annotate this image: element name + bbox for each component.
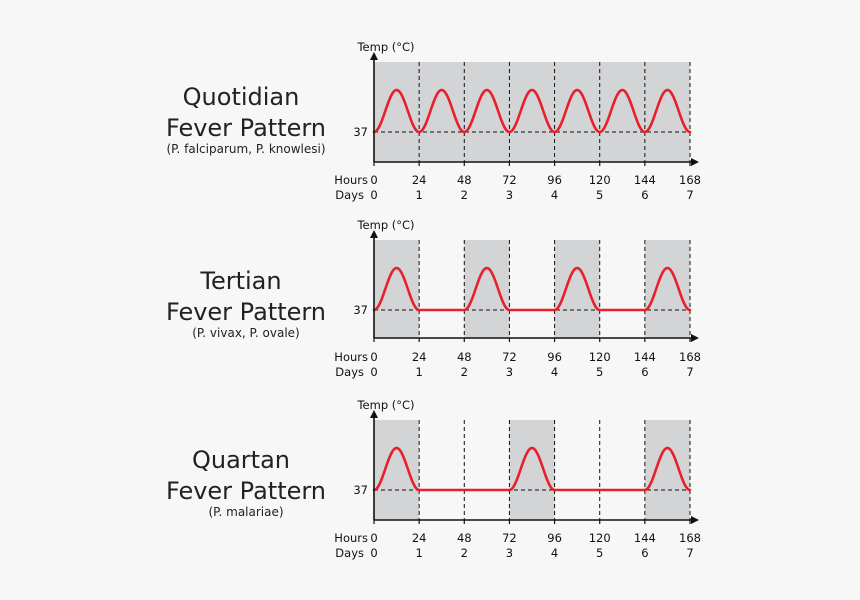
hour-tick-label: 120 — [589, 173, 611, 187]
hour-tick-label: 120 — [589, 350, 611, 364]
hour-tick-label: 96 — [547, 531, 562, 545]
hour-tick-label: 72 — [502, 173, 517, 187]
shaded-interval — [509, 420, 555, 520]
day-tick-label: 6 — [641, 546, 648, 560]
baseline-label: 37 — [353, 125, 368, 139]
hour-tick-label: 0 — [370, 173, 377, 187]
day-tick-label: 0 — [370, 365, 377, 379]
day-tick-label: 5 — [596, 546, 603, 560]
x-axis-arrow — [691, 516, 699, 524]
days-row-label: Days — [335, 546, 364, 560]
hour-tick-label: 0 — [370, 350, 377, 364]
chart-title-line2: Fever Pattern — [166, 114, 326, 142]
hour-tick-label: 72 — [502, 531, 517, 545]
hour-tick-label: 0 — [370, 531, 377, 545]
chart-title: Quartan — [192, 446, 290, 474]
day-tick-label: 1 — [415, 188, 422, 202]
day-tick-label: 3 — [506, 365, 513, 379]
day-tick-label: 5 — [596, 365, 603, 379]
hour-tick-label: 96 — [547, 350, 562, 364]
chart-subtitle: (P. vivax, P. ovale) — [192, 326, 300, 340]
day-tick-label: 3 — [506, 546, 513, 560]
chart-title-line2: Fever Pattern — [166, 477, 326, 505]
y-axis-arrow — [370, 230, 378, 238]
hour-tick-label: 144 — [634, 350, 656, 364]
day-tick-label: 2 — [461, 546, 468, 560]
days-row-label: Days — [335, 365, 364, 379]
fever-curve — [372, 266, 692, 312]
shaded-interval — [464, 240, 510, 338]
day-tick-label: 6 — [641, 365, 648, 379]
day-tick-label: 4 — [551, 365, 558, 379]
hour-tick-label: 24 — [412, 173, 427, 187]
day-tick-label: 1 — [415, 365, 422, 379]
y-axis-label: Temp (°C) — [356, 218, 414, 232]
y-axis-label: Temp (°C) — [356, 40, 414, 54]
hour-tick-label: 24 — [412, 350, 427, 364]
chart-title: Quotidian — [183, 83, 300, 111]
hour-tick-label: 168 — [679, 173, 701, 187]
chart-title: Tertian — [199, 267, 281, 295]
fever-chart-1: Quotidian Fever Pattern(P. falciparum, P.… — [166, 40, 701, 202]
baseline-label: 37 — [353, 483, 368, 497]
hour-tick-label: 168 — [679, 531, 701, 545]
fever-curve — [372, 88, 692, 134]
day-tick-label: 5 — [596, 188, 603, 202]
day-tick-label: 7 — [686, 365, 693, 379]
hours-row-label: Hours — [334, 173, 368, 187]
day-tick-label: 3 — [506, 188, 513, 202]
hour-tick-label: 144 — [634, 531, 656, 545]
day-tick-label: 2 — [461, 365, 468, 379]
shaded-interval — [644, 420, 690, 520]
x-axis-arrow — [691, 334, 699, 342]
shaded-interval — [554, 240, 600, 338]
hours-row-label: Hours — [334, 531, 368, 545]
hour-tick-label: 168 — [679, 350, 701, 364]
baseline-label: 37 — [353, 303, 368, 317]
y-axis-arrow — [370, 52, 378, 60]
chart-subtitle: (P. malariae) — [208, 505, 283, 519]
day-tick-label: 6 — [641, 188, 648, 202]
day-tick-label: 0 — [370, 188, 377, 202]
day-tick-label: 1 — [415, 546, 422, 560]
day-tick-label: 2 — [461, 188, 468, 202]
fever-chart-2: Tertian Fever Pattern(P. vivax, P. ovale)… — [166, 218, 701, 379]
shaded-interval — [374, 240, 420, 338]
fever-curve — [372, 446, 692, 492]
day-tick-label: 4 — [551, 188, 558, 202]
day-tick-label: 4 — [551, 546, 558, 560]
day-tick-label: 7 — [686, 546, 693, 560]
chart-subtitle: (P. falciparum, P. knowlesi) — [166, 142, 325, 156]
x-axis-arrow — [691, 158, 699, 166]
hour-tick-label: 72 — [502, 350, 517, 364]
shaded-interval — [374, 62, 690, 162]
shaded-interval — [644, 240, 690, 338]
y-axis-arrow — [370, 410, 378, 418]
hour-tick-label: 48 — [457, 531, 472, 545]
shaded-interval — [374, 420, 420, 520]
y-axis-label: Temp (°C) — [356, 398, 414, 412]
hour-tick-label: 120 — [589, 531, 611, 545]
hours-row-label: Hours — [334, 350, 368, 364]
hour-tick-label: 144 — [634, 173, 656, 187]
hour-tick-label: 24 — [412, 531, 427, 545]
days-row-label: Days — [335, 188, 364, 202]
fever-chart-3: Quartan Fever Pattern(P. malariae) Temp (°… — [166, 398, 701, 560]
day-tick-label: 0 — [370, 546, 377, 560]
hour-tick-label: 96 — [547, 173, 562, 187]
chart-title-line2: Fever Pattern — [166, 298, 326, 326]
day-tick-label: 7 — [686, 188, 693, 202]
hour-tick-label: 48 — [457, 173, 472, 187]
hour-tick-label: 48 — [457, 350, 472, 364]
